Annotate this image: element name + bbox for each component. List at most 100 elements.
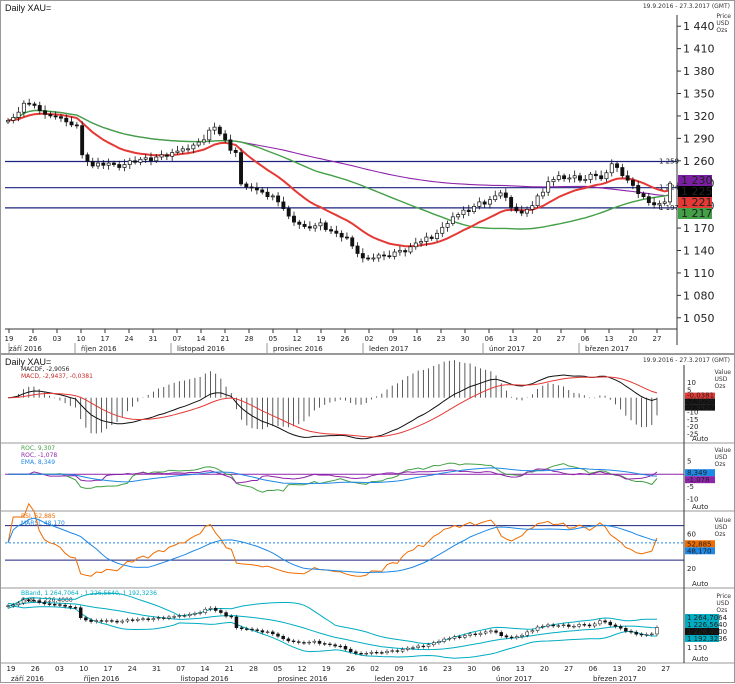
bb-badge: [685, 628, 719, 635]
candle-body: [382, 254, 386, 257]
lower-month-label: listopad 2016: [181, 675, 229, 683]
bb-candle-body: [146, 618, 150, 621]
lower-day-label: 06: [492, 665, 501, 673]
roc1-line: [8, 462, 658, 493]
candle-body: [64, 117, 69, 123]
bb-candle-body: [530, 630, 535, 633]
candle-body: [96, 162, 100, 167]
price-axis-header: Price USD Ozs: [716, 13, 731, 34]
bb-candle-body: [162, 617, 166, 619]
candle-body: [429, 236, 434, 239]
candle-body: [578, 175, 582, 181]
candle-body: [32, 103, 37, 106]
marsi-line: [7, 517, 658, 574]
bb-badge-label: 1 226,5640: [687, 621, 727, 629]
rsi-header-value: Value: [714, 517, 731, 524]
bb-badge: [685, 635, 719, 642]
bb-candle-body: [16, 602, 21, 606]
price-tick-label: 1 080: [683, 289, 715, 302]
bb-candle-body: [32, 599, 36, 602]
bb-candle-body: [457, 636, 462, 638]
candle-body: [260, 189, 265, 193]
candle-body: [339, 232, 344, 238]
price-badge-label: 1 230: [681, 174, 713, 187]
bb-candle-body: [21, 599, 26, 604]
candle-body: [572, 175, 577, 179]
rsi-badge-label: 48,170: [687, 547, 712, 555]
lower-day-label: 28: [249, 665, 258, 673]
lower-month-label: říjen 2016: [84, 675, 120, 683]
day-label: 24: [125, 335, 134, 343]
candle-body: [408, 246, 413, 253]
macd-badge-label: -2,9437: [687, 404, 714, 412]
bb-candle-body: [255, 629, 259, 631]
bb-candle-body: [582, 624, 587, 626]
day-label: 03: [53, 335, 62, 343]
lower-day-label: 03: [55, 665, 64, 673]
sma-purple-line: [7, 109, 671, 197]
candle-body: [74, 124, 79, 127]
macd-badge: [685, 404, 715, 411]
price-badge: [678, 208, 712, 219]
candle-body: [318, 222, 323, 227]
day-label: 12: [293, 335, 302, 343]
bb-candle-body: [141, 618, 145, 620]
candle-body: [435, 232, 439, 239]
lower-day-label: 30: [467, 665, 476, 673]
roc-tick-label: -5: [687, 483, 694, 491]
macd-tick-label: -20: [687, 423, 698, 431]
cndl-label: Cndl, 1 226,4000: [21, 597, 73, 604]
bb-badge-label: 1 264,7064: [687, 614, 728, 622]
bb-badge: [685, 621, 719, 628]
axis-header-ozs: Ozs: [716, 27, 728, 34]
bb-candle-body: [509, 636, 514, 639]
candle-body: [392, 251, 397, 257]
bb-candle-body: [78, 607, 83, 618]
price-tick-label: 1 320: [683, 110, 715, 123]
bb-candle-body: [234, 616, 239, 629]
bb-candle-body: [297, 641, 301, 643]
rsi-label: RSI, 52,885: [21, 513, 56, 520]
bb-candle-body: [130, 619, 135, 621]
candle-body: [170, 152, 175, 157]
bb-candle-body: [265, 631, 270, 633]
rsi-axis-header: Value USD Ozs: [715, 517, 731, 538]
candle-body: [186, 148, 191, 151]
bb-candle-body: [520, 634, 524, 637]
bb-candle-body: [655, 627, 659, 635]
candle-body: [276, 195, 281, 203]
bb-candle-body: [37, 600, 41, 603]
lower-day-label: 16: [419, 665, 428, 673]
bb-candle-body: [634, 631, 638, 635]
candle-body: [106, 162, 111, 166]
candle-body: [270, 195, 275, 198]
bb-candle-body: [224, 612, 228, 617]
bb-candle-body: [374, 651, 379, 654]
lower-day-label: 06: [589, 665, 598, 673]
lower-month-label: září 2016: [11, 675, 44, 683]
macd-tick-label: -25: [687, 431, 698, 439]
candle-body: [292, 215, 296, 223]
macd-tick-label: -10: [687, 408, 698, 416]
bb-candle-body: [219, 610, 223, 613]
candle-body: [223, 133, 228, 141]
candle-body: [59, 116, 63, 119]
macd-label: MACD, -2,9437, -0,0381: [21, 373, 93, 380]
day-label: 20: [629, 335, 638, 343]
axis-header-price: Price: [716, 13, 731, 20]
bb-candle-body: [42, 602, 47, 605]
month-label: prosinec 2016: [273, 345, 323, 353]
candle-body: [482, 201, 487, 205]
candle-body: [80, 125, 85, 156]
lower-month-label: únor 2017: [496, 675, 532, 683]
bb-candle-body: [541, 625, 545, 628]
candle-body: [604, 172, 609, 180]
candle-body: [127, 160, 132, 165]
bband-legend: BBand, 1 264,7064 , 1 226,5640, 1 192,32…: [21, 590, 157, 604]
bb-candle-body: [89, 619, 93, 622]
bb-candle-body: [463, 635, 467, 638]
roc-badge-label: -1,078: [687, 476, 710, 484]
bband-upper-line: [7, 592, 658, 645]
lower-day-label: 24: [128, 665, 137, 673]
macd-legend: MACDF, -2,9056 MACD, -2,9437, -0,0381: [21, 366, 93, 380]
